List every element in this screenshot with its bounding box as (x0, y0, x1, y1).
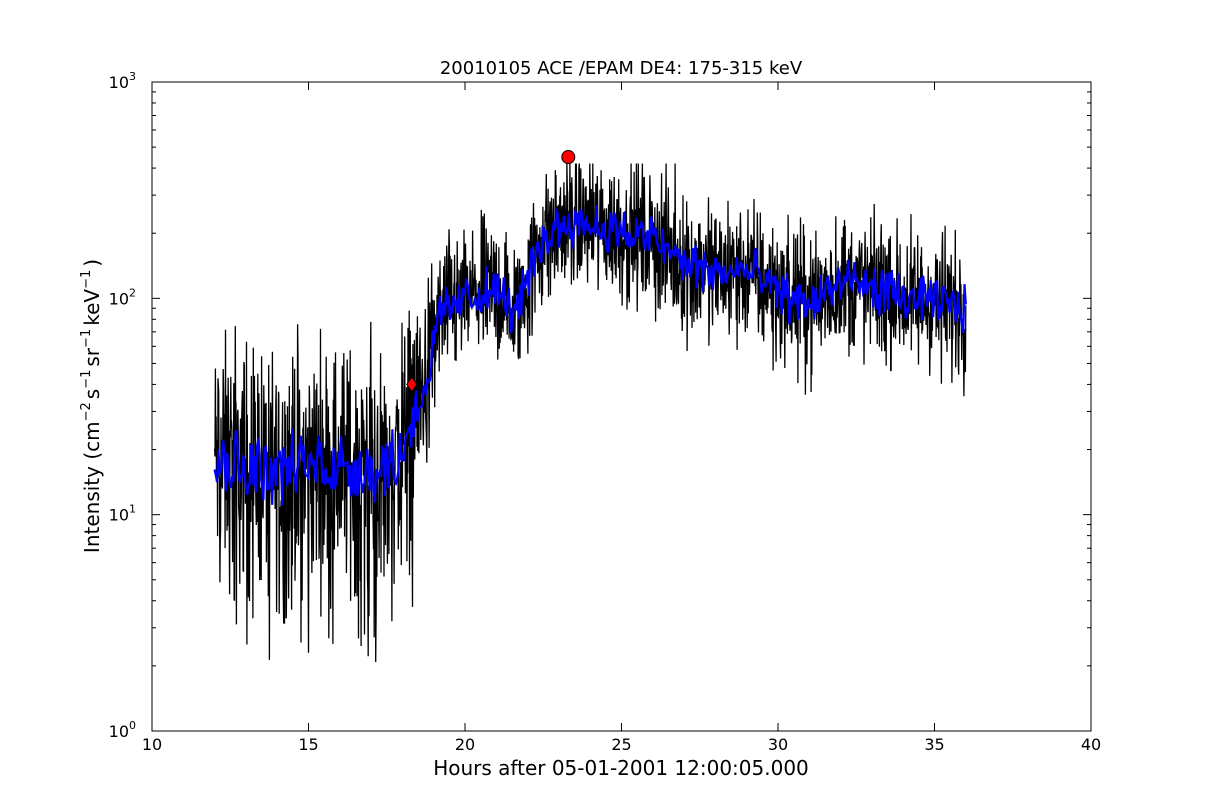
y-label-suffix: ) (80, 259, 104, 267)
y-label-sup2: −1 (79, 370, 94, 389)
y-label-part3: sr (80, 347, 104, 366)
y-tick-label: 103 (109, 70, 136, 92)
y-label-part2: s (80, 389, 104, 399)
y-label-sup4: −1 (79, 270, 94, 289)
tick-layer: 10 15 20 25 30 35 40 100 101 102 103 (109, 70, 1102, 754)
x-tick-label: 20 (455, 735, 475, 754)
y-tick-label: 100 (109, 719, 136, 741)
y-label-sup1: −2 (79, 402, 94, 421)
x-tick-label: 10 (142, 735, 162, 754)
series-smoothed-line (213, 205, 967, 506)
onset-marker (406, 376, 418, 393)
y-axis-label: Intensity (cm−2s−1sr−1keV−1) (79, 259, 104, 553)
y-tick-label: 102 (109, 286, 136, 308)
chart-title: 20010105 ACE /EPAM DE4: 175-315 keV (440, 58, 803, 79)
y-label-part4: keV (80, 289, 104, 326)
x-axis-label: Hours after 05-01-2001 12:00:05.000 (433, 756, 809, 780)
x-tick-label: 40 (1081, 735, 1101, 754)
y-label-sup3: −1 (79, 329, 94, 348)
peak-marker (561, 150, 576, 165)
x-tick-label: 25 (611, 735, 631, 754)
marker-layer (406, 150, 576, 393)
series-raw-line (213, 163, 967, 663)
y-label-prefix: Intensity (cm (80, 421, 104, 553)
y-tick-label: 101 (109, 503, 136, 525)
x-tick-label: 30 (768, 735, 788, 754)
x-tick-label: 15 (298, 735, 318, 754)
series-layer (213, 163, 967, 663)
x-tick-label: 35 (924, 735, 944, 754)
